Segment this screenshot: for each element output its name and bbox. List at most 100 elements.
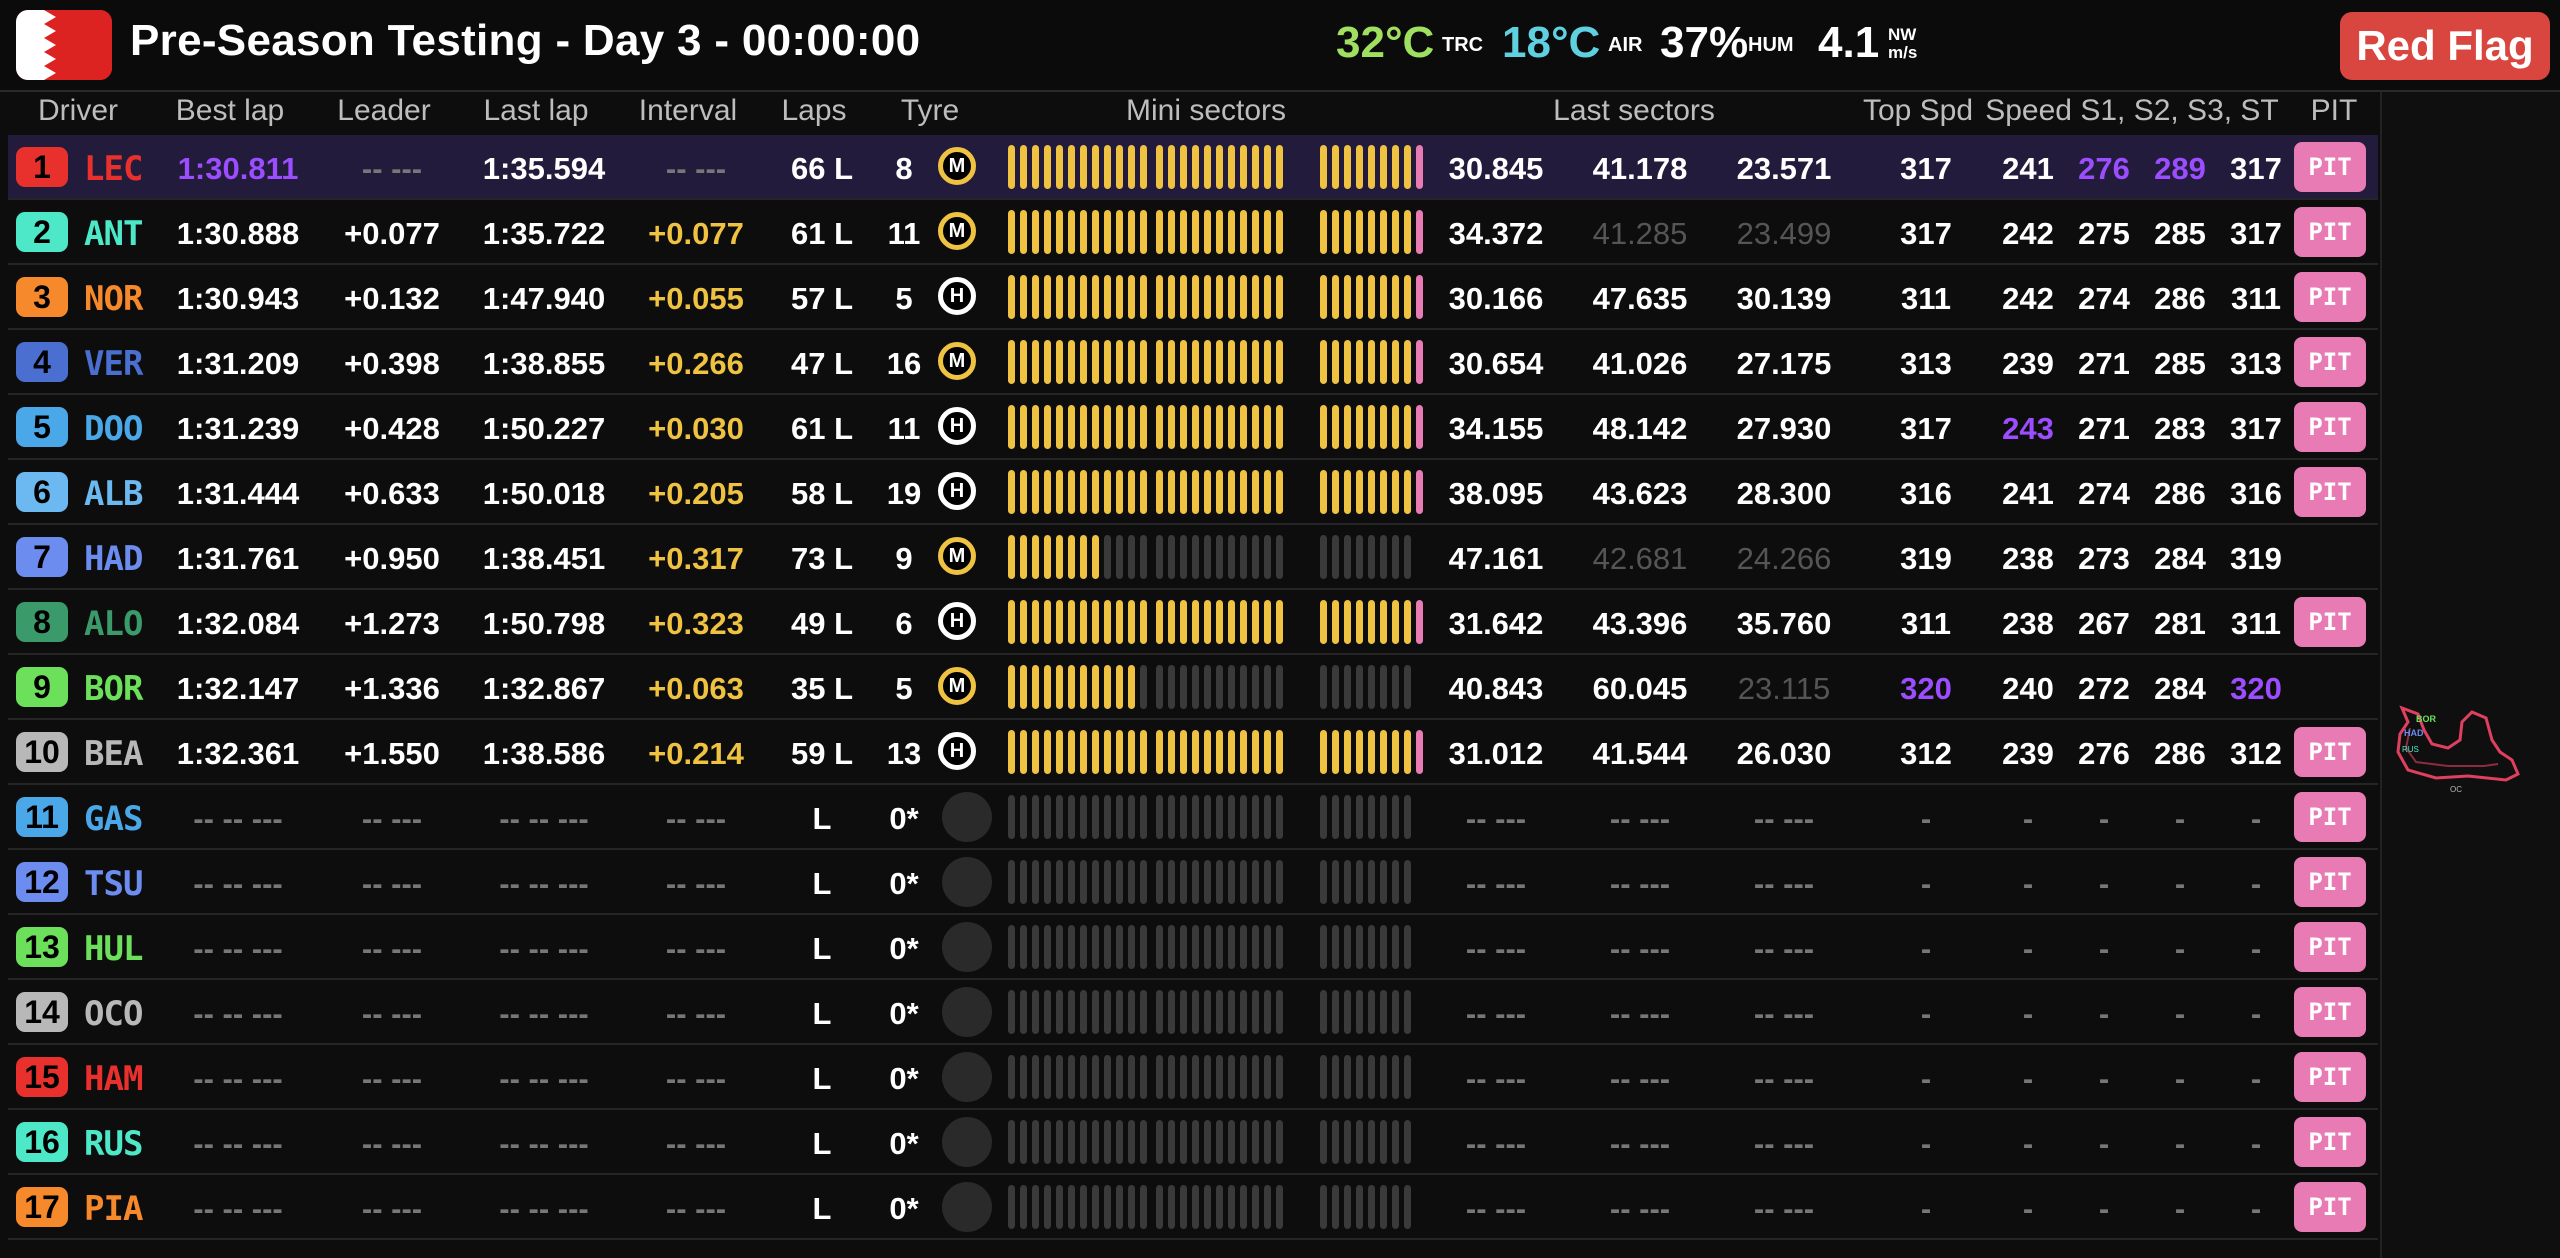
mini-sector-segment (1264, 600, 1271, 644)
driver-code[interactable]: DOO (84, 409, 143, 449)
top-speed: 311 (1900, 281, 1952, 316)
mini-sector-segment (1368, 145, 1375, 189)
position-badge: 6 (16, 472, 68, 512)
tyre-compound-icon (942, 1182, 992, 1232)
sector-1-time: 38.095 (1448, 476, 1544, 511)
driver-code[interactable]: ALB (84, 474, 143, 514)
table-row[interactable]: 11 GAS -- -- --- -- --- -- -- --- -- --- L 0* --… (8, 785, 2378, 850)
position-badge: 14 (16, 992, 68, 1032)
col-speed-traps[interactable]: Speed S1, S2, S3, ST (1985, 94, 2279, 127)
pit-button[interactable]: PIT (2294, 727, 2366, 777)
driver-code[interactable]: TSU (84, 864, 143, 904)
pit-button[interactable]: PIT (2294, 597, 2366, 647)
sector-3-time: 24.266 (1736, 541, 1832, 576)
pit-button[interactable]: PIT (2294, 402, 2366, 452)
table-row[interactable]: 4 VER 1:31.209 +0.398 1:38.855 +0.266 47 L 16 M 3… (8, 330, 2378, 395)
mini-sector-segment (1404, 665, 1411, 709)
table-row[interactable]: 5 DOO 1:31.239 +0.428 1:50.227 +0.030 61 L 11 H 3… (8, 395, 2378, 460)
pit-button[interactable]: PIT (2294, 1182, 2366, 1232)
tyre-compound-icon: H (938, 472, 976, 510)
driver-code[interactable]: HAD (84, 539, 143, 579)
pit-button[interactable]: PIT (2294, 142, 2366, 192)
mini-sector-segment (1092, 535, 1099, 579)
pit-button[interactable]: PIT (2294, 1117, 2366, 1167)
driver-code[interactable]: GAS (84, 799, 143, 839)
gap-to-leader: -- --- (361, 996, 423, 1031)
mini-sector-segment (1044, 340, 1051, 384)
driver-code[interactable]: OCO (84, 994, 143, 1034)
mini-sector-segment (1156, 145, 1163, 189)
mini-sector-segment (1116, 145, 1123, 189)
pit-button[interactable]: PIT (2294, 987, 2366, 1037)
table-row[interactable]: 16 RUS -- -- --- -- --- -- -- --- -- --- L 0* --… (8, 1110, 2378, 1175)
table-row[interactable]: 6 ALB 1:31.444 +0.633 1:50.018 +0.205 58 L 19 H 3… (8, 460, 2378, 525)
mini-sector-segment (1368, 535, 1375, 579)
driver-code[interactable]: PIA (84, 1189, 143, 1229)
col-last-lap[interactable]: Last lap (483, 94, 589, 127)
table-row[interactable]: 7 HAD 1:31.761 +0.950 1:38.451 +0.317 73 L 9 M 47… (8, 525, 2378, 590)
driver-code[interactable]: NOR (84, 279, 143, 319)
mini-sector-segment (1240, 405, 1247, 449)
interval: +0.323 (648, 606, 744, 641)
driver-code[interactable]: VER (84, 344, 143, 384)
table-row[interactable]: 12 TSU -- -- --- -- --- -- -- --- -- --- L 0* --… (8, 850, 2378, 915)
table-row[interactable]: 1 LEC 1:30.811 -- --- 1:35.594 -- --- 66 L 8 M 30… (8, 135, 2378, 200)
driver-code[interactable]: RUS (84, 1124, 143, 1164)
mini-sector-segment (1080, 600, 1087, 644)
driver-code[interactable]: HUL (84, 929, 143, 969)
table-row[interactable]: 17 PIA -- -- --- -- --- -- -- --- -- --- L 0* --… (8, 1175, 2378, 1240)
mini-sector-segment (1168, 1120, 1175, 1164)
speed-s1: 238 (2002, 541, 2054, 576)
col-leader[interactable]: Leader (337, 94, 431, 127)
driver-code[interactable]: ALO (84, 604, 143, 644)
mini-sector-segment (1320, 210, 1327, 254)
track-label-had: HAD (2404, 728, 2424, 738)
driver-code[interactable]: BEA (84, 734, 143, 774)
driver-code[interactable]: ANT (84, 214, 143, 254)
pit-button[interactable]: PIT (2294, 1052, 2366, 1102)
col-tyre[interactable]: Tyre (900, 94, 960, 127)
driver-code[interactable]: LEC (84, 149, 143, 189)
best-lap: -- -- --- (193, 801, 283, 836)
table-row[interactable]: 8 ALO 1:32.084 +1.273 1:50.798 +0.323 49 L 6 H 31… (8, 590, 2378, 655)
pit-button[interactable]: PIT (2294, 337, 2366, 387)
pit-button[interactable]: PIT (2294, 467, 2366, 517)
col-interval[interactable]: Interval (638, 94, 738, 127)
col-top-speed[interactable]: Top Spd (1862, 94, 1974, 127)
mini-sector-segment (1180, 925, 1187, 969)
driver-code[interactable]: HAM (84, 1059, 143, 1099)
driver-code[interactable]: BOR (84, 669, 143, 709)
col-mini-sectors[interactable]: Mini sectors (1125, 94, 1287, 127)
pit-button[interactable]: PIT (2294, 922, 2366, 972)
table-row[interactable]: 10 BEA 1:32.361 +1.550 1:38.586 +0.214 59 L 13 H… (8, 720, 2378, 785)
table-row[interactable]: 3 NOR 1:30.943 +0.132 1:47.940 +0.055 57 L 5 H 30… (8, 265, 2378, 330)
mini-sector-segment (1116, 1185, 1123, 1229)
table-row[interactable]: 9 BOR 1:32.147 +1.336 1:32.867 +0.063 35 L 5 M 40… (8, 655, 2378, 720)
table-row[interactable]: 14 OCO -- -- --- -- --- -- -- --- -- --- L 0* --… (8, 980, 2378, 1045)
table-row[interactable]: 15 HAM -- -- --- -- --- -- -- --- -- --- L 0* --… (8, 1045, 2378, 1110)
pit-button[interactable]: PIT (2294, 792, 2366, 842)
col-best-lap[interactable]: Best lap (175, 94, 285, 127)
mini-sector-segment (1032, 600, 1039, 644)
pit-button[interactable]: PIT (2294, 272, 2366, 322)
mini-sector-segment (1168, 275, 1175, 319)
col-laps[interactable]: Laps (781, 94, 847, 127)
mini-sector-segment (1240, 1185, 1247, 1229)
pit-button[interactable]: PIT (2294, 207, 2366, 257)
table-row[interactable]: 2 ANT 1:30.888 +0.077 1:35.722 +0.077 61 L 11 M 3… (8, 200, 2378, 265)
mini-sector-segment (1264, 1120, 1271, 1164)
mini-sector-segment (1240, 340, 1247, 384)
table-row[interactable]: 13 HUL -- -- --- -- --- -- -- --- -- --- L 0* --… (8, 915, 2378, 980)
speed-s2: 274 (2078, 281, 2130, 316)
col-driver[interactable]: Driver (38, 94, 118, 127)
col-last-sectors[interactable]: Last sectors (1553, 94, 1715, 127)
mini-sector-segment (1180, 470, 1187, 514)
mini-sector-segment (1104, 405, 1111, 449)
mini-sector-segment (1252, 600, 1259, 644)
col-pit[interactable]: PIT (2310, 94, 2358, 127)
track-map[interactable]: BOR HAD RUS OC (2388, 700, 2538, 815)
mini-sector-segment (1264, 470, 1271, 514)
pit-button[interactable]: PIT (2294, 857, 2366, 907)
stint-laps: 5 (895, 281, 913, 316)
stint-laps: 0* (889, 931, 919, 966)
